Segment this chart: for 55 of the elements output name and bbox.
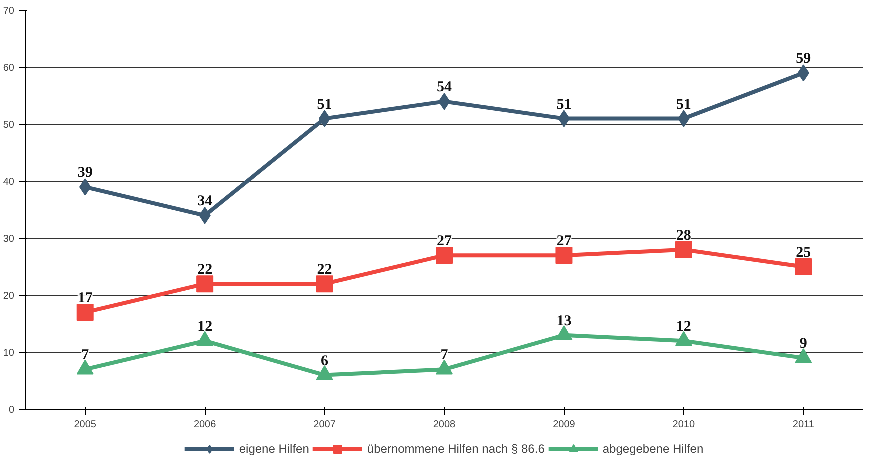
data-label: 22: [198, 262, 213, 278]
point: [316, 366, 334, 380]
y-tick-label: 50: [3, 120, 15, 131]
x-tick-label: 2005: [74, 420, 97, 430]
data-label: 12: [198, 319, 213, 336]
data-label: 51: [676, 96, 692, 113]
data-label: 54: [437, 80, 452, 96]
point: [556, 247, 573, 264]
data-label: 17: [78, 290, 94, 307]
point: [436, 360, 453, 375]
point: [675, 241, 692, 258]
data-label: 51: [317, 96, 332, 113]
y-tick-label: 0: [8, 405, 15, 416]
data-label: 22: [317, 262, 332, 278]
x-tick-label: 2010: [672, 420, 696, 430]
data-label: 9: [800, 336, 808, 352]
y-tick-label: 30: [3, 234, 15, 245]
data-label: 34: [198, 194, 214, 210]
data-label: 28: [676, 228, 692, 244]
point: [556, 326, 573, 341]
data-label: 6: [321, 353, 330, 370]
point: [436, 247, 453, 264]
legend-label: übernommene Hilfen nach § 86.6: [367, 442, 545, 456]
x-tick-label: 2011: [792, 420, 815, 430]
legend-label: abgegebene Hilfen: [602, 442, 704, 456]
y-tick-label: 40: [3, 177, 15, 188]
data-label: 12: [676, 319, 692, 336]
point: [675, 331, 692, 346]
point: [196, 331, 214, 346]
x-tick-label: 2009: [553, 420, 576, 430]
x-tick-label: 2007: [314, 420, 336, 430]
point: [558, 110, 570, 128]
y-tick-label: 60: [3, 63, 15, 74]
legend-label: eigene Hilfen: [239, 442, 310, 456]
data-label: 27: [437, 234, 452, 250]
point: [316, 276, 334, 293]
point: [76, 304, 94, 322]
data-label: 51: [556, 96, 572, 113]
x-tick-label: 2008: [433, 420, 456, 430]
data-label: 13: [556, 313, 572, 330]
point: [318, 110, 331, 128]
data-label: 25: [796, 245, 812, 261]
y-tick-label: 20: [3, 291, 15, 302]
point: [795, 348, 812, 364]
data-label: 7: [440, 348, 449, 364]
y-tick-label: 10: [3, 348, 15, 359]
x-tick-label: 2006: [194, 420, 217, 430]
data-label: 27: [556, 234, 572, 250]
y-tick-label: 70: [3, 6, 15, 17]
point: [196, 276, 214, 293]
point: [795, 258, 812, 276]
data-label: 7: [82, 348, 90, 364]
data-label: 59: [796, 51, 812, 68]
data-label: 39: [78, 165, 93, 182]
point: [76, 360, 94, 375]
